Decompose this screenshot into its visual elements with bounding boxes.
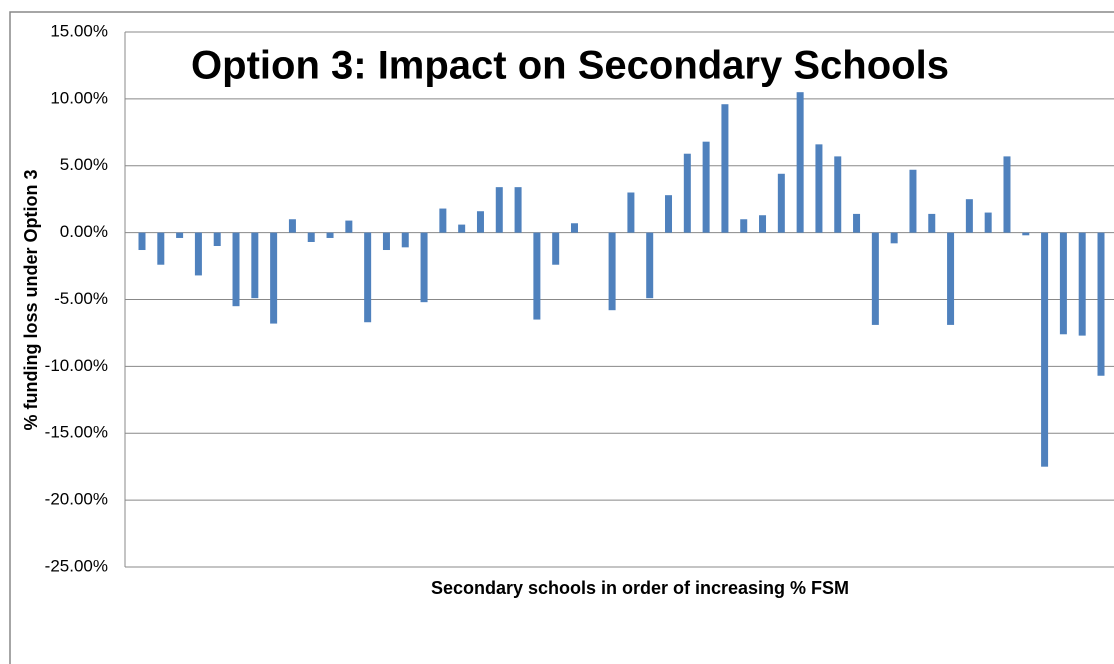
bar xyxy=(514,187,522,233)
bar xyxy=(213,232,221,246)
bar xyxy=(495,187,503,233)
bar xyxy=(796,92,804,233)
bar xyxy=(834,156,842,233)
bar xyxy=(683,153,691,233)
y-tick-label: 10.00% xyxy=(50,88,108,107)
y-tick-label: -15.00% xyxy=(45,423,108,442)
y-tick-label: 15.00% xyxy=(50,21,108,40)
bar xyxy=(721,104,729,233)
bar xyxy=(665,195,673,233)
bar xyxy=(646,232,654,299)
bar xyxy=(702,141,710,233)
y-tick-label: 0.00% xyxy=(60,222,108,241)
bar xyxy=(759,215,767,233)
bar xyxy=(871,232,879,325)
y-tick-label: -10.00% xyxy=(45,356,108,375)
bar xyxy=(1003,156,1011,233)
bar xyxy=(476,211,484,233)
bar xyxy=(157,232,165,265)
bar xyxy=(1022,232,1030,236)
bar xyxy=(853,213,861,233)
y-tick-label: -5.00% xyxy=(54,289,108,308)
bar xyxy=(458,224,466,233)
chart-border xyxy=(9,11,1114,664)
bar xyxy=(815,144,823,233)
y-tick-label: -20.00% xyxy=(45,490,108,509)
bar xyxy=(890,232,898,244)
bar xyxy=(909,169,917,233)
bar xyxy=(984,212,992,233)
bar xyxy=(928,213,936,233)
bar xyxy=(194,232,202,276)
bar xyxy=(570,223,578,233)
x-axis-label: Secondary schools in order of increasing… xyxy=(431,578,849,598)
bar xyxy=(608,232,616,311)
bar xyxy=(627,192,635,233)
bar xyxy=(288,219,296,233)
bar xyxy=(1097,232,1105,376)
bar xyxy=(1059,232,1067,335)
bar xyxy=(1078,232,1086,336)
bar xyxy=(326,232,334,238)
bar xyxy=(345,220,353,233)
bar xyxy=(232,232,240,307)
bar xyxy=(439,208,447,233)
bar xyxy=(1041,232,1049,467)
bar xyxy=(552,232,560,265)
bar xyxy=(364,232,372,323)
bar xyxy=(270,232,278,324)
bar xyxy=(176,232,184,238)
bar xyxy=(307,232,315,242)
bar xyxy=(777,173,785,233)
bar xyxy=(382,232,390,251)
bar xyxy=(251,232,259,299)
bar xyxy=(420,232,428,303)
y-tick-label: -25.00% xyxy=(45,556,108,575)
bar xyxy=(138,232,146,251)
bar xyxy=(965,199,973,233)
y-axis-label: % funding loss under Option 3 xyxy=(21,170,41,431)
chart-title: Option 3: Impact on Secondary Schools xyxy=(191,44,949,88)
y-tick-label: 5.00% xyxy=(60,155,108,174)
bar xyxy=(401,232,409,248)
bar xyxy=(533,232,541,320)
bar xyxy=(947,232,955,325)
bar xyxy=(740,219,748,233)
